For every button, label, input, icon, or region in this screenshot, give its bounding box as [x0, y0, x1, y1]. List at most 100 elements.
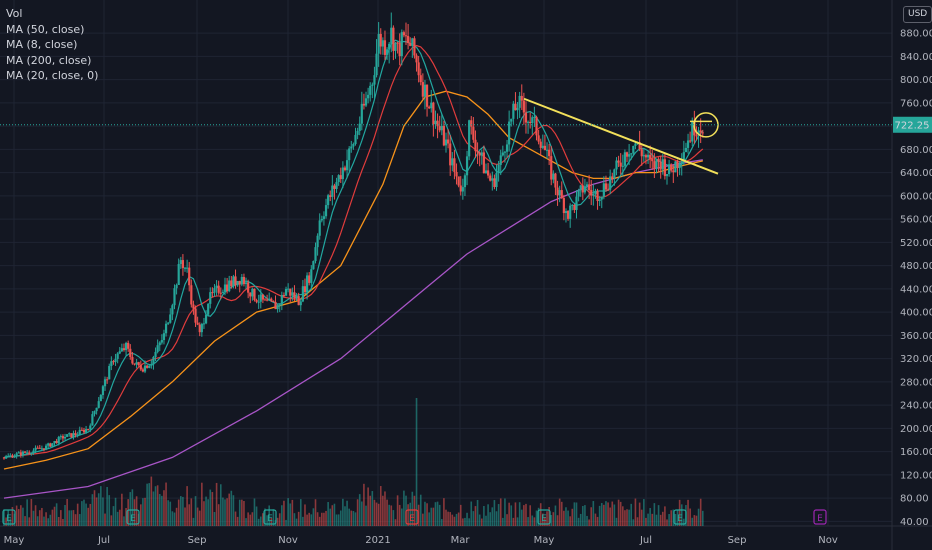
volume-bar [489, 512, 491, 526]
volume-bar [533, 517, 536, 526]
candle-body [343, 167, 347, 171]
volume-bar [539, 503, 542, 526]
candle-body [217, 285, 220, 293]
candle-body [375, 53, 378, 76]
candle-body [465, 156, 469, 176]
candle-body [524, 112, 528, 123]
legend-ma8[interactable]: MA (8, close) [6, 38, 78, 51]
candle-body [219, 292, 222, 294]
candle-body [51, 443, 54, 447]
volume-bar [453, 516, 456, 526]
y-tick-label: 840.00 [900, 52, 932, 63]
volume-bar [424, 501, 426, 526]
volume-bar [371, 491, 374, 526]
candle-body [238, 281, 241, 285]
volume-bar [388, 504, 390, 526]
volume-bar [217, 504, 220, 526]
volume-bar [154, 486, 157, 526]
volume-bar [504, 498, 506, 526]
candle-body [74, 433, 77, 435]
volume-bar [91, 494, 94, 526]
candle-body [173, 288, 176, 306]
volume-bar [512, 517, 515, 526]
legend-vol[interactable]: Vol [6, 7, 23, 20]
volume-bar [15, 505, 18, 526]
volume-bar [241, 499, 243, 526]
legend-ma50[interactable]: MA (50, close) [6, 22, 85, 36]
volume-bar [398, 504, 401, 526]
volume-bar [508, 502, 510, 526]
candle-body [409, 43, 412, 46]
volume-bar [356, 499, 359, 526]
candle-body [337, 175, 340, 183]
candle-body [613, 169, 616, 179]
volume-bar [7, 510, 10, 526]
candle-body [162, 333, 166, 341]
chart-legend: Vol MA (50, close) MA (8, close) MA (200… [6, 6, 98, 84]
candle-body [571, 204, 574, 206]
candle-body [308, 275, 311, 283]
candle-body [423, 84, 427, 97]
candle-body [672, 170, 675, 173]
volume-bar [487, 504, 489, 526]
candle-body [396, 42, 399, 44]
volume-bar [384, 491, 386, 526]
volume-bar [464, 517, 466, 526]
candle-body [348, 148, 351, 161]
volume-bar [390, 505, 393, 526]
earnings-badge [263, 509, 277, 525]
volume-bar [308, 512, 310, 526]
candle-body [588, 184, 591, 190]
candle-body [668, 164, 671, 175]
volume-bar [243, 500, 245, 526]
candle-body [15, 453, 18, 457]
candle-body [621, 165, 624, 167]
earnings-badge-label: E [541, 514, 547, 524]
volume-bar [615, 517, 618, 526]
volume-bar [116, 511, 119, 526]
legend-ma200[interactable]: MA (200, close) [6, 53, 92, 67]
candle-body [234, 276, 237, 286]
candle-body [146, 365, 149, 368]
legend-ma20[interactable]: MA (20, close, 0) [6, 69, 99, 82]
candle-body [263, 299, 267, 301]
volume-bar [630, 503, 633, 526]
candle-body [17, 452, 20, 454]
candle-body [200, 323, 203, 333]
candle-body [7, 455, 10, 457]
candle-body [194, 308, 197, 323]
volume-bar [194, 496, 197, 526]
volume-bar [680, 504, 683, 526]
volume-bar [150, 476, 153, 526]
volume-bar [401, 508, 403, 526]
volume-bar [74, 514, 77, 526]
volume-bar [224, 499, 226, 526]
volume-bar [158, 494, 161, 526]
candle-body [36, 447, 39, 449]
volume-bar [236, 516, 239, 526]
candle-body [143, 365, 147, 372]
volume-bar [346, 500, 348, 526]
candle-body [53, 440, 56, 444]
candle-body [657, 158, 660, 162]
volume-bar [582, 505, 584, 526]
volume-bar [173, 512, 176, 526]
candle-body [320, 218, 323, 221]
candle-body [638, 142, 641, 150]
volume-bar [626, 509, 628, 526]
candle-body [623, 152, 627, 166]
candle-body [634, 143, 637, 146]
candle-body [137, 362, 140, 366]
y-tick-label: 200.00 [900, 424, 932, 435]
x-tick-label: Nov [818, 535, 838, 546]
volume-bar [544, 517, 546, 526]
volume-bar [76, 503, 79, 526]
candle-body [28, 452, 31, 454]
currency-badge[interactable]: USD [903, 6, 932, 23]
volume-bar [55, 503, 58, 526]
candle-body [236, 281, 239, 286]
y-tick-label: 760.00 [900, 98, 932, 109]
volume-bar [478, 514, 481, 526]
